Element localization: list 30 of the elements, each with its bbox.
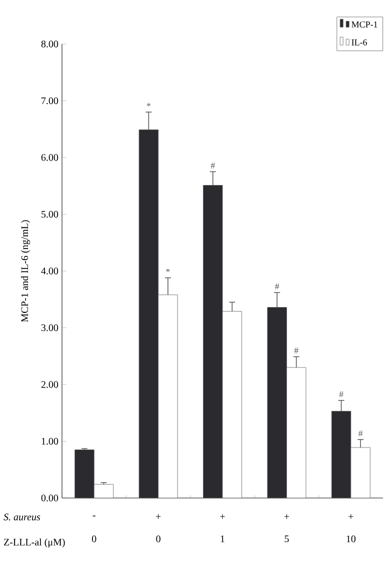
x-tick-label: 10 [346,536,356,542]
x-axis-title: Z-LLL-al (μM) [4,538,65,548]
y-tick-label: 7.00 [42,97,58,104]
legend-label: IL-6 [352,39,368,46]
y-tick-label: 0.00 [41,494,58,502]
data-label: * [146,103,150,106]
y-tick-label: 1.00 [42,438,58,445]
y-tick-label: 3.00 [41,324,58,332]
text: + [220,514,225,519]
x-tick-label: 5 [284,536,289,542]
data-label: # [294,348,298,354]
x-tick-label: 0 [92,536,96,542]
y-tick-label: 5.00 [42,210,58,218]
text: + [284,514,290,519]
text: S. aureus [4,514,40,520]
legend-label: MCP-1 [352,21,378,28]
text: + [156,514,161,519]
y-tick-label: 4.00 [41,268,58,274]
y-tick-label: 6.00 [41,154,58,161]
data-label: * [166,268,170,272]
data-label: # [274,283,280,290]
y-axis-title: MCP-1 and IL-6 (ng/mL) [20,220,30,322]
x-tick-label: 1 [220,536,224,542]
y-tick-label: 8.00 [41,40,58,48]
data-label: # [210,162,215,168]
y-tick-label: 2.00 [41,381,58,388]
x-tick-label: 0 [156,536,160,542]
data-label: # [358,430,363,436]
text: + [348,514,354,519]
data-label: # [339,391,344,398]
